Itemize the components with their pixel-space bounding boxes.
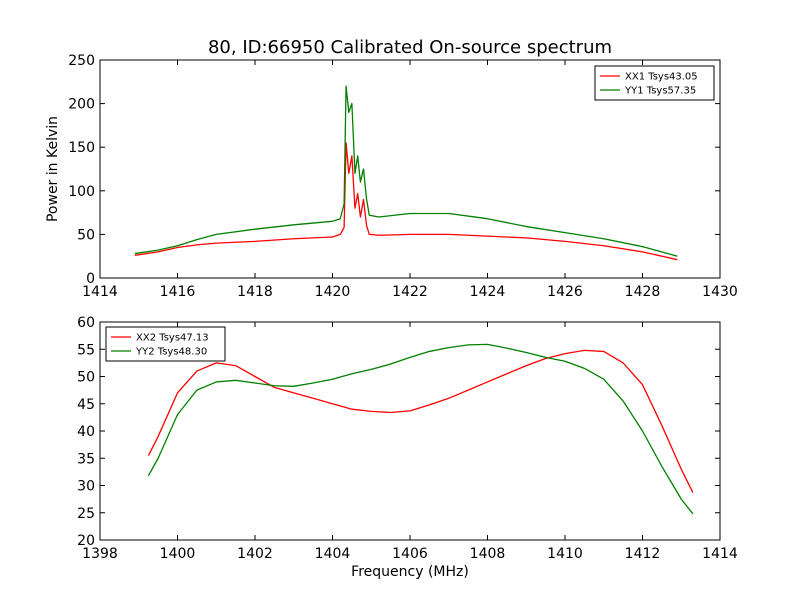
x-tick-label: 1398 (82, 546, 118, 562)
x-tick-label: 1424 (470, 284, 506, 300)
x-tick-label: 1410 (547, 546, 583, 562)
legend: XX1 Tsys43.05 YY1 Tsys57.35 (594, 65, 715, 101)
x-tick-label: 1404 (315, 546, 351, 562)
y-tick-label: 55 (77, 342, 95, 358)
top-spectrum-panel: 1414 1416 1418 1420 1422 1424 1426 1428 1430 0 50 1… (68, 53, 738, 300)
y-tick-label: 50 (77, 370, 95, 386)
x-tick-label: 1418 (237, 284, 273, 300)
legend-entry: YY2 Tsys48.30 (135, 347, 207, 358)
x-tick-label: 1414 (702, 546, 738, 562)
chart-title: 80, ID:66950 Calibrated On-source spectr… (208, 37, 612, 58)
series-line-xx-panel-1 (134, 142, 678, 261)
y-tick-label: 40 (77, 424, 95, 440)
y-tick-label: 250 (68, 53, 95, 69)
legend-entry: XX1 Tsys43.05 (625, 72, 698, 83)
bottom-spectrum-panel: 1398 1400 1402 1404 1406 1408 1410 1412 1414 20 25… (77, 315, 738, 562)
series-line-yy-panel-1 (134, 85, 678, 257)
x-tick-label: 1408 (470, 546, 506, 562)
x-tick-label: 1414 (82, 284, 118, 300)
x-axis-label-bottom: Frequency (MHz) (351, 564, 469, 580)
x-tick-label: 1400 (160, 546, 196, 562)
y-tick-label: 0 (86, 271, 95, 287)
y-tick-label: 100 (68, 184, 95, 200)
y-tick-label: 20 (77, 533, 95, 549)
legend-box (105, 326, 226, 362)
y-tick-label: 30 (77, 479, 95, 495)
x-tick-label: 1422 (392, 284, 428, 300)
legend-entry: YY1 Tsys57.35 (624, 86, 696, 97)
y-tick-label: 25 (77, 506, 95, 522)
x-tick-label: 1420 (315, 284, 351, 300)
x-tick-label: 1406 (392, 546, 428, 562)
y-tick-label: 200 (68, 97, 95, 113)
series-line-xx-panel-2 (147, 349, 694, 493)
legend: XX2 Tsys47.13 YY2 Tsys48.30 (105, 326, 226, 362)
x-tick-label: 1428 (625, 284, 661, 300)
y-tick-label: 60 (77, 315, 95, 331)
y-tick-label: 150 (68, 140, 95, 156)
x-tick-label: 1430 (702, 284, 738, 300)
x-tick-label: 1416 (160, 284, 196, 300)
y-axis-label-top: Power in Kelvin (45, 116, 61, 222)
series-line-yy-panel-2 (147, 343, 694, 515)
y-tick-label: 45 (77, 397, 95, 413)
x-tick-label: 1402 (237, 546, 273, 562)
legend-entry: XX2 Tsys47.13 (136, 333, 209, 344)
y-tick-label: 35 (77, 451, 95, 467)
x-tick-label: 1412 (625, 546, 661, 562)
legend-box (594, 65, 715, 101)
y-tick-label: 50 (77, 227, 95, 243)
x-tick-label: 1426 (547, 284, 583, 300)
